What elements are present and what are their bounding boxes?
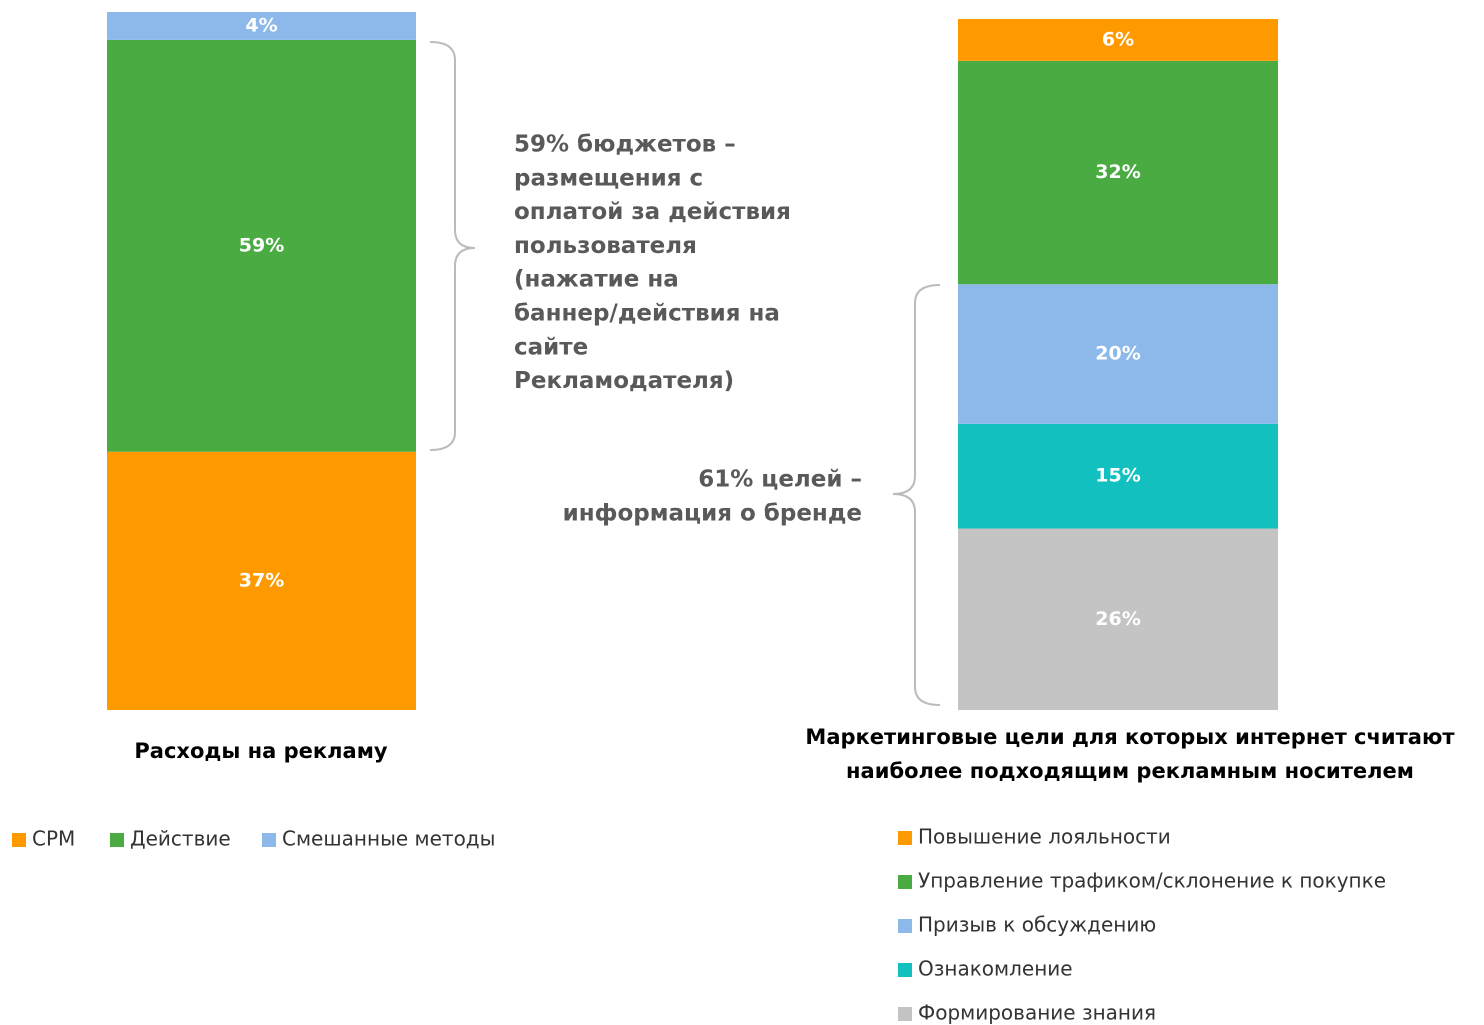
legend-label: Формирование знания [918,1001,1156,1025]
legend-swatch [262,833,276,847]
annotation: (нажатие на [514,267,679,293]
x-label: Маркетинговые цели для которых интернет … [805,725,1455,749]
legend-swatch [12,833,26,847]
legend-label: Действие [130,827,231,851]
legend-label: Призыв к обсуждению [918,913,1156,937]
legend-label: Ознакомление [918,957,1073,981]
bracket [429,41,476,451]
bar-segment [107,39,416,452]
x-label: наиболее подходящим рекламным носителем [846,759,1414,783]
value-label: 4% [245,14,277,36]
legend-swatch [110,833,124,847]
bar-segment [958,284,1278,424]
legend-label: Смешанные методы [282,827,495,851]
legend-label: Повышение лояльности [918,825,1171,849]
bar-segment [958,18,1278,61]
annotation: сайте [514,334,588,360]
annotation: пользователя [514,233,697,259]
legend-label: Управление трафиком/склонение к покупке [918,869,1386,893]
value-label: 26% [1095,608,1140,630]
annotation: баннер/действия на [514,301,780,327]
bar-segment [958,60,1278,285]
annotation: информация о бренде [563,501,862,527]
legend-swatch [898,1007,912,1021]
bar-segment [107,12,416,40]
bar-segment [958,423,1278,529]
value-label: 32% [1095,161,1140,183]
legend-swatch [898,963,912,977]
annotation: размещения с [514,165,703,191]
annotation: оплатой за действия [514,199,791,225]
value-label: 20% [1095,343,1140,365]
value-label: 37% [239,569,284,591]
bracket [892,284,941,706]
legend-swatch [898,919,912,933]
legend-swatch [898,831,912,845]
annotation: Рекламодателя) [514,368,734,394]
value-label: 15% [1095,465,1140,487]
annotation: 61% целей – [698,467,862,493]
x-label: Расходы на рекламу [134,739,387,763]
value-label: 6% [1102,28,1134,50]
bar-segment [958,528,1278,710]
annotation: 59% бюджетов – [514,132,736,158]
legend-swatch [898,875,912,889]
value-label: 59% [239,234,284,256]
legend-label: CPM [32,827,75,851]
bar-segment [107,451,416,710]
